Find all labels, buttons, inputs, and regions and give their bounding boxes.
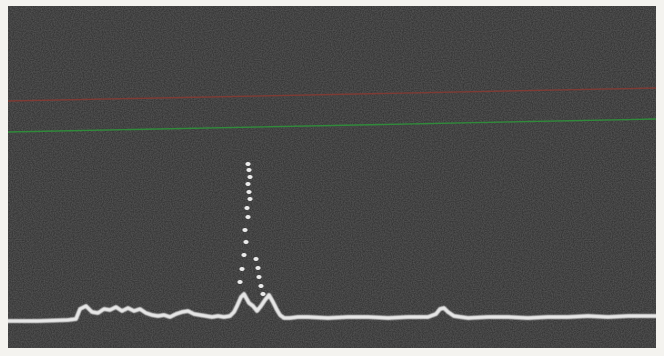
signal-peak-dots (237, 162, 266, 296)
peak-dot (255, 266, 261, 270)
upper-reference-line (8, 87, 656, 102)
peak-dot (247, 175, 253, 179)
peak-dot (258, 284, 264, 288)
lower-reference-line (8, 118, 656, 133)
peak-dot (242, 228, 248, 232)
peak-dot (256, 275, 262, 279)
peak-dot (253, 257, 259, 261)
peak-dot (243, 240, 249, 244)
signal-baseline-trace (8, 292, 656, 323)
peak-dot (247, 197, 253, 201)
peak-dot (246, 190, 252, 194)
peak-dot (237, 280, 243, 284)
peak-dot (244, 206, 250, 210)
peak-dot (245, 162, 251, 166)
peak-dot (245, 182, 251, 186)
peak-dot (246, 168, 252, 172)
peak-dot (241, 253, 247, 257)
peak-dot (260, 292, 266, 296)
screen-grain (8, 6, 656, 348)
oscilloscope-screen (8, 6, 656, 348)
peak-dot (239, 267, 245, 271)
peak-dot (245, 215, 251, 219)
oscilloscope-display (8, 6, 656, 348)
